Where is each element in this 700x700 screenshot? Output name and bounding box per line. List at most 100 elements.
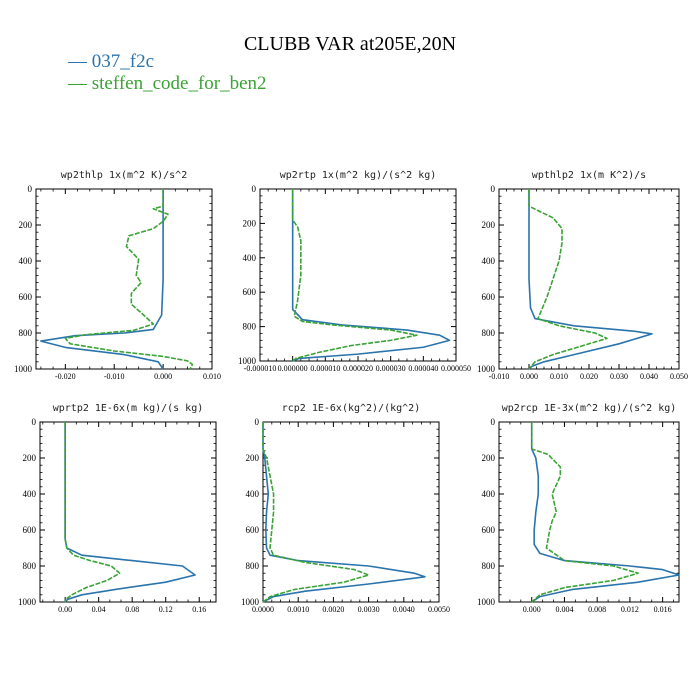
x-tick-label: 0.0040 [393,605,415,614]
x-tick-label: 0.16 [192,605,206,614]
y-tick-label: 400 [243,253,257,263]
legend-item-2: — steffen_code_for_ben2 [67,73,267,94]
x-tick-label: 0.0030 [358,605,380,614]
y-tick-label: 200 [482,220,496,230]
series-line-steffen-code-for-ben2 [528,189,608,370]
y-tick-label: 400 [482,256,496,266]
x-tick-label: 0.030 [610,372,628,381]
y-tick-label: 600 [246,525,260,535]
x-tick-label: 0.004 [555,605,573,614]
x-tick-label: 0.008 [588,605,606,614]
x-tick-label: 0.0010 [287,605,309,614]
x-tick-label: 0.016 [654,605,672,614]
chart-panel-5: rcp2 1E-6x(kg^2)/(kg^2) 0 200 400 600 800 1000… [241,403,450,614]
x-tick-label: 0.08 [125,605,139,614]
plot-frame [498,188,680,370]
y-tick-label: 0 [252,184,257,194]
plot-frame [498,421,680,603]
y-tick-label: 1000 [238,356,257,366]
y-tick-label: 1000 [14,364,33,374]
y-tick-label: 400 [482,489,496,499]
y-tick-label: 800 [482,561,496,571]
panel-title: wprtp2 1E-6x(m kg)/(s kg) [53,403,204,414]
series-line-steffen-code-for-ben2 [64,189,194,370]
x-tick-label: 0.04 [92,605,106,614]
y-tick-label: 400 [19,256,33,266]
y-tick-label: 0 [255,417,260,427]
y-tick-label: 800 [482,328,496,338]
x-tick-label: -0.000010 [244,364,277,373]
panel-title: rcp2 1E-6x(kg^2)/(kg^2) [282,403,420,414]
plot-frame [259,188,457,362]
series-line-steffen-code-for-ben2 [262,422,370,603]
y-tick-label: 600 [482,525,496,535]
x-tick-label: 0.000 [154,372,172,381]
y-tick-label: 1000 [241,597,260,607]
chart-panel-4: wprtp2 1E-6x(m kg)/(s kg) 0 200 400 600 800 10… [18,403,217,614]
figure-title: CLUBB VAR at205E,20N [244,33,456,55]
x-tick-label: 0.0050 [428,605,450,614]
x-tick-label: 0.0020 [322,605,344,614]
series-line-037-f2c [291,189,451,362]
x-tick-label: 0.010 [550,372,568,381]
y-tick-label: 200 [246,453,260,463]
x-tick-label: 0.00 [58,605,72,614]
x-tick-label: 0.000050 [441,364,471,373]
x-tick-label: -0.020 [55,372,76,381]
y-tick-label: 800 [23,561,37,571]
legend-item-1: — 037_f2c [67,51,154,72]
x-tick-label: 0.000000 [278,364,308,373]
y-tick-label: 600 [482,292,496,302]
y-tick-label: 0 [491,417,496,427]
x-tick-label: 0.000010 [310,364,340,373]
x-tick-label: 0.040 [640,372,658,381]
series-line-037-f2c [528,189,653,370]
series-line-steffen-code-for-ben2 [64,422,121,603]
x-tick-label: 0.020 [580,372,598,381]
y-tick-label: 800 [246,561,260,571]
series-line-037-f2c [262,422,426,603]
y-tick-label: 200 [482,453,496,463]
chart-panel-1: wp2thlp 1x(m^2 K)/s^2 0 200 400 600 800 1000 -0… [14,170,221,381]
y-tick-label: 0 [32,417,37,427]
y-tick-label: 200 [19,220,33,230]
x-tick-label: 0.012 [621,605,639,614]
plot-frame [262,421,440,603]
legend-label-steffen-code: — steffen_code_for_ben2 [67,73,267,94]
legend: — 037_f2c — steffen_code_for_ben2 [67,51,267,94]
series-line-steffen-code-for-ben2 [291,189,418,362]
y-tick-label: 600 [23,525,37,535]
chart-panel-3: wpthlp2 1x(m K^2)/s 0 200 400 600 800 1000-0.0… [477,170,688,381]
x-tick-label: -0.010 [489,372,510,381]
y-tick-label: 0 [491,184,496,194]
y-tick-label: 0 [28,184,33,194]
y-tick-label: 800 [19,328,33,338]
x-tick-label: 0.050 [670,372,688,381]
panel-title: wp2rtp 1x(m^2 kg)/(s^2 kg) [280,170,437,181]
x-tick-label: 0.000020 [343,364,373,373]
x-tick-label: 0.010 [203,372,221,381]
chart-panel-6: wp2rcp 1E-3x(m^2 kg)/(s^2 kg) 0 200 400 600 8… [477,403,680,614]
y-tick-label: 800 [243,322,257,332]
chart-panels: wp2thlp 1x(m^2 K)/s^202004006008001000-0… [14,170,688,614]
y-tick-label: 400 [246,489,260,499]
x-tick-label: 0.000 [523,605,541,614]
x-tick-label: 0.12 [159,605,173,614]
series-line-steffen-code-for-ben2 [530,422,639,603]
y-tick-label: 600 [19,292,33,302]
chart-panel-2: wp2rtp 1x(m^2 kg)/(s^2 kg) 0 200 400 600 800 1… [238,170,471,373]
x-tick-label: 0.0000 [252,605,274,614]
y-tick-label: 200 [243,218,257,228]
panel-title: wp2rcp 1E-3x(m^2 kg)/(s^2 kg) [502,403,677,414]
x-tick-label: 0.000040 [408,364,438,373]
panel-title: wp2thlp 1x(m^2 K)/s^2 [61,170,187,181]
panel-title: wpthlp2 1x(m K^2)/s [532,170,646,181]
x-tick-label: -0.010 [104,372,125,381]
plot-frame [35,188,213,370]
y-tick-label: 1000 [18,597,37,607]
x-tick-label: 0.000030 [376,364,406,373]
series-line-037-f2c [40,189,164,370]
y-tick-label: 200 [23,453,37,463]
y-tick-label: 400 [23,489,37,499]
